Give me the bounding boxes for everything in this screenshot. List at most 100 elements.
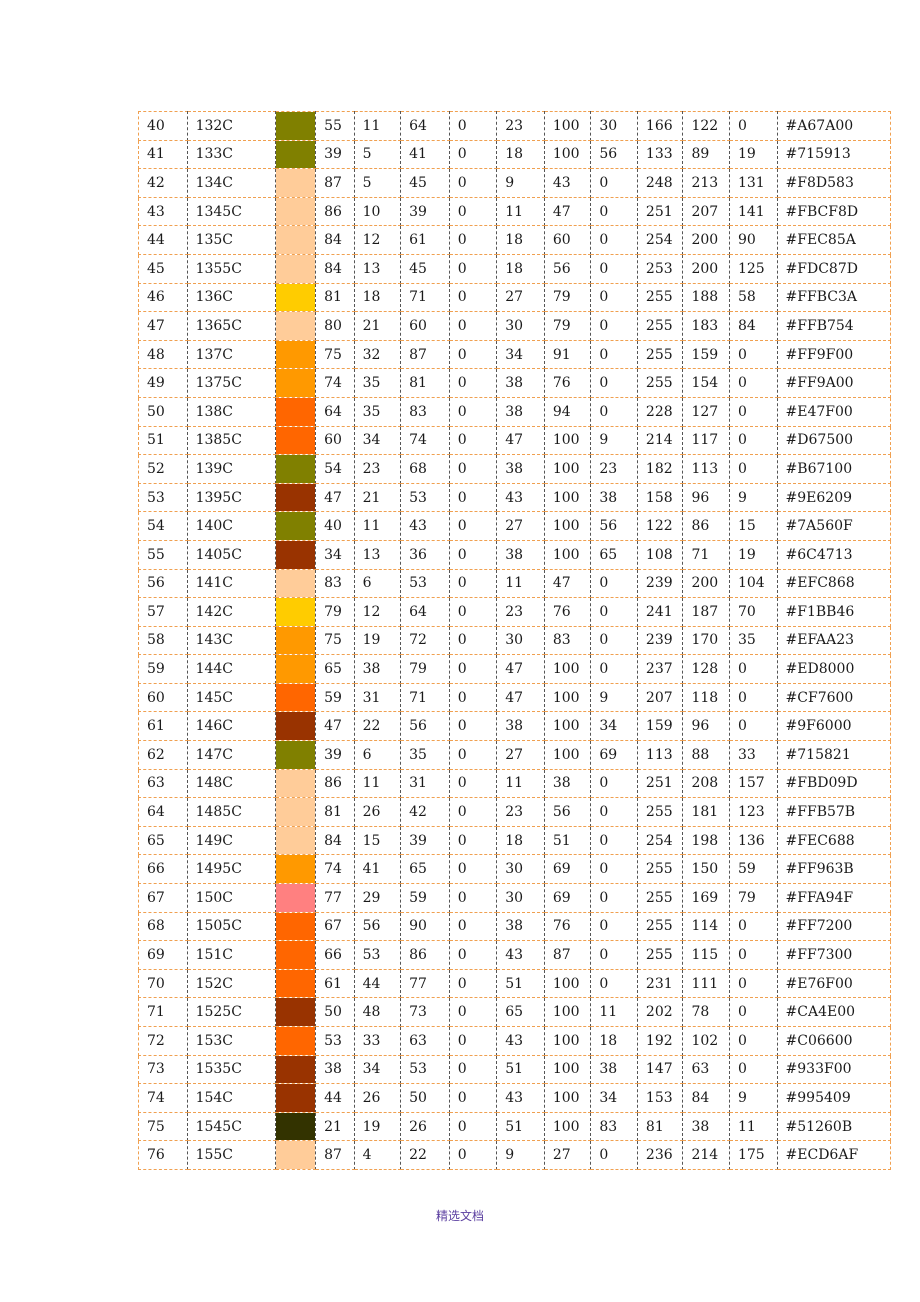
cmyk-m: 43 — [496, 482, 545, 513]
row-number: 40 — [138, 111, 188, 141]
value-2: 11 — [353, 111, 402, 141]
value-1: 86 — [315, 768, 355, 799]
hex-code: #FF7200 — [776, 911, 892, 942]
row-number: 72 — [138, 1026, 188, 1056]
value-3: 63 — [400, 1026, 450, 1056]
cmyk-k: 0 — [590, 597, 638, 627]
cmyk-c: 0 — [448, 825, 498, 856]
rgb-r: 158 — [636, 482, 684, 513]
rgb-b: 157 — [728, 768, 778, 799]
table-row: 57 142C 79 12 64 0 23 76 0 241 187 70 #F1BB46 — [138, 597, 892, 627]
value-2: 15 — [353, 825, 402, 856]
pantone-code: 1525C — [186, 997, 276, 1027]
value-2: 48 — [353, 997, 402, 1027]
rgb-r: 237 — [636, 654, 684, 684]
table-row: 74 154C 44 26 50 0 43 100 34 153 84 9 #995409 — [138, 1083, 892, 1113]
cmyk-y: 56 — [543, 797, 592, 827]
table-row: 46 136C 81 18 71 0 27 79 0 255 188 58 #FFBC3A — [138, 282, 892, 313]
value-1: 74 — [315, 368, 355, 398]
rgb-r: 251 — [636, 768, 684, 799]
table-row: 63 148C 86 11 31 0 11 38 0 251 208 157 #FBD09D — [138, 768, 892, 799]
cmyk-k: 0 — [590, 396, 638, 427]
rgb-b: 33 — [728, 740, 778, 770]
rgb-g: 96 — [682, 482, 730, 513]
rgb-r: 255 — [636, 883, 684, 913]
value-1: 75 — [315, 625, 355, 656]
row-number: 46 — [138, 282, 188, 313]
cmyk-y: 69 — [543, 883, 592, 913]
value-1: 81 — [315, 797, 355, 827]
cmyk-c: 0 — [448, 711, 498, 742]
pantone-code: 1385C — [186, 425, 276, 456]
hex-code: #FF963B — [776, 854, 892, 885]
rgb-g: 169 — [682, 883, 730, 913]
color-swatch — [274, 1140, 317, 1170]
cmyk-k: 0 — [590, 368, 638, 398]
value-3: 39 — [400, 196, 450, 227]
rgb-r: 228 — [636, 396, 684, 427]
cmyk-y: 69 — [543, 854, 592, 885]
pantone-code: 140C — [186, 511, 276, 541]
rgb-r: 255 — [636, 368, 684, 398]
value-3: 83 — [400, 396, 450, 427]
value-1: 87 — [315, 168, 355, 198]
rgb-b: 131 — [728, 168, 778, 198]
color-swatch — [274, 825, 317, 856]
rgb-b: 0 — [728, 940, 778, 970]
value-1: 64 — [315, 396, 355, 427]
cmyk-k: 11 — [590, 997, 638, 1027]
table-row: 48 137C 75 32 87 0 34 91 0 255 159 0 #FF9F00 — [138, 339, 892, 370]
pantone-code: 1545C — [186, 1111, 276, 1142]
cmyk-k: 0 — [590, 253, 638, 284]
value-2: 21 — [353, 311, 402, 341]
cmyk-m: 18 — [496, 225, 545, 255]
pantone-code: 143C — [186, 625, 276, 656]
value-1: 50 — [315, 997, 355, 1027]
cmyk-c: 0 — [448, 1140, 498, 1170]
value-2: 5 — [353, 139, 402, 170]
value-2: 23 — [353, 454, 402, 484]
rgb-r: 239 — [636, 625, 684, 656]
cmyk-k: 0 — [590, 940, 638, 970]
hex-code: #FFA94F — [776, 883, 892, 913]
rgb-r: 255 — [636, 311, 684, 341]
pantone-code: 150C — [186, 883, 276, 913]
cmyk-m: 34 — [496, 339, 545, 370]
rgb-r: 255 — [636, 911, 684, 942]
color-swatch — [274, 682, 317, 713]
row-number: 51 — [138, 425, 188, 456]
table-row: 50 138C 64 35 83 0 38 94 0 228 127 0 #E47F00 — [138, 396, 892, 427]
rgb-b: 11 — [728, 1111, 778, 1142]
cmyk-k: 18 — [590, 1026, 638, 1056]
value-2: 22 — [353, 711, 402, 742]
value-3: 65 — [400, 854, 450, 885]
rgb-b: 0 — [728, 368, 778, 398]
cmyk-y: 43 — [543, 168, 592, 198]
cmyk-c: 0 — [448, 797, 498, 827]
cmyk-k: 65 — [590, 539, 638, 570]
cmyk-k: 0 — [590, 825, 638, 856]
pantone-code: 1355C — [186, 253, 276, 284]
cmyk-k: 34 — [590, 1083, 638, 1113]
table-row: 40 132C 55 11 64 0 23 100 30 166 122 0 #A67A00 — [138, 111, 892, 141]
row-number: 47 — [138, 311, 188, 341]
value-1: 74 — [315, 854, 355, 885]
table-row: 73 1535C 38 34 53 0 51 100 38 147 63 0 #933F00 — [138, 1054, 892, 1085]
rgb-b: 0 — [728, 911, 778, 942]
rgb-g: 113 — [682, 454, 730, 484]
table-row: 64 1485C 81 26 42 0 23 56 0 255 181 123 #FFB57B — [138, 797, 892, 827]
cmyk-y: 38 — [543, 768, 592, 799]
hex-code: #FBD09D — [776, 768, 892, 799]
rgb-b: 123 — [728, 797, 778, 827]
rgb-b: 70 — [728, 597, 778, 627]
value-3: 86 — [400, 940, 450, 970]
hex-code: #ECD6AF — [776, 1140, 892, 1170]
cmyk-c: 0 — [448, 883, 498, 913]
cmyk-c: 0 — [448, 539, 498, 570]
rgb-r: 254 — [636, 825, 684, 856]
cmyk-k: 0 — [590, 339, 638, 370]
cmyk-k: 0 — [590, 768, 638, 799]
cmyk-c: 0 — [448, 740, 498, 770]
row-number: 45 — [138, 253, 188, 284]
rgb-g: 207 — [682, 196, 730, 227]
